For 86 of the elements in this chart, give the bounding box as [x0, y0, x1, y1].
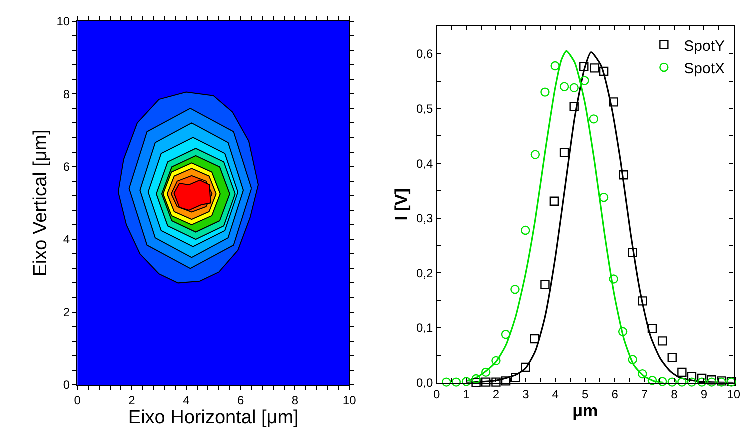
point: [678, 368, 687, 378]
point: [501, 376, 511, 386]
point: [580, 76, 590, 86]
point: [687, 372, 697, 382]
point: [452, 378, 462, 387]
x-tick-label: 6: [612, 387, 619, 402]
point: [648, 376, 658, 386]
point: [511, 373, 520, 383]
point: [482, 368, 491, 378]
y-tick-label: 0,1: [416, 321, 434, 336]
x-tick-label: 8: [671, 387, 678, 402]
y-tick-label: 6: [63, 160, 70, 174]
y-tick-label: 8: [63, 87, 70, 102]
x-tick-label: 4: [183, 394, 190, 408]
x-tick-label: 4: [552, 387, 560, 402]
point: [510, 285, 520, 294]
point: [590, 64, 600, 73]
point: [687, 378, 697, 387]
point: [697, 378, 707, 387]
point: [560, 148, 570, 158]
point: [530, 150, 540, 160]
point: [462, 377, 472, 386]
point: [472, 378, 481, 388]
x-tick-label: 10: [342, 394, 357, 408]
point: [482, 378, 491, 387]
y-tick-label: 0,2: [416, 266, 434, 280]
y-tick-label: 0,5: [416, 102, 434, 116]
point: [658, 336, 668, 346]
point: [570, 83, 579, 93]
y-tick-label: 4: [63, 232, 70, 247]
x-tick-label: 3: [522, 387, 530, 402]
x-tick-label: 9: [700, 387, 708, 402]
x-axis-title: Eixo Horizontal [μm]: [128, 408, 299, 429]
point: [619, 170, 628, 180]
point: [442, 378, 452, 387]
point: [599, 192, 609, 202]
x-tick-label: 2: [492, 387, 500, 402]
x-tick-label: 6: [237, 394, 244, 408]
y-tick-label: 0,4: [416, 156, 434, 171]
point: [638, 296, 648, 306]
point: [668, 378, 677, 387]
point: [648, 324, 658, 334]
y-tick-label: 0: [63, 378, 70, 392]
x-tick-label: 8: [292, 394, 299, 408]
point: [609, 98, 618, 107]
x-tick-label: 7: [641, 387, 648, 402]
x-tick-label: 1: [463, 387, 470, 402]
point: [570, 102, 579, 112]
point: [589, 114, 599, 124]
y-tick-label: 0,0: [416, 376, 434, 390]
y-tick-label: 0,3: [416, 212, 434, 226]
y-tick-label: 2: [63, 305, 70, 320]
legend-label: SpotX: [684, 60, 726, 78]
x-tick-label: 0: [74, 394, 82, 408]
point: [530, 334, 540, 344]
point: [521, 226, 530, 236]
point: [540, 88, 550, 97]
point: [638, 369, 648, 379]
point: [560, 82, 570, 92]
point: [599, 66, 609, 76]
point: [550, 196, 560, 206]
point: [580, 62, 589, 72]
point: [628, 355, 638, 364]
point: [492, 356, 501, 366]
y-tick-label: 0,6: [416, 47, 434, 62]
legend-label: SpotY: [684, 38, 726, 55]
point: [472, 374, 481, 384]
point: [618, 327, 628, 336]
x-tick-label: 2: [128, 394, 136, 408]
point: [628, 248, 638, 258]
x-tick-label: 5: [582, 387, 589, 402]
point: [678, 378, 687, 387]
point: [501, 330, 511, 340]
point: [658, 377, 668, 386]
x-tick-label: 10: [727, 387, 741, 402]
point: [521, 362, 530, 372]
y-axis-title: Eixo Vertical [μm]: [30, 130, 52, 277]
point: [697, 374, 707, 384]
y-tick-label: 10: [56, 14, 70, 29]
point: [550, 61, 560, 71]
point: [668, 353, 677, 362]
point: [609, 274, 618, 284]
point: [492, 378, 501, 387]
y-axis-title: I [V]: [392, 188, 412, 221]
point: [540, 280, 550, 290]
x-axis-title: μm: [572, 401, 598, 420]
